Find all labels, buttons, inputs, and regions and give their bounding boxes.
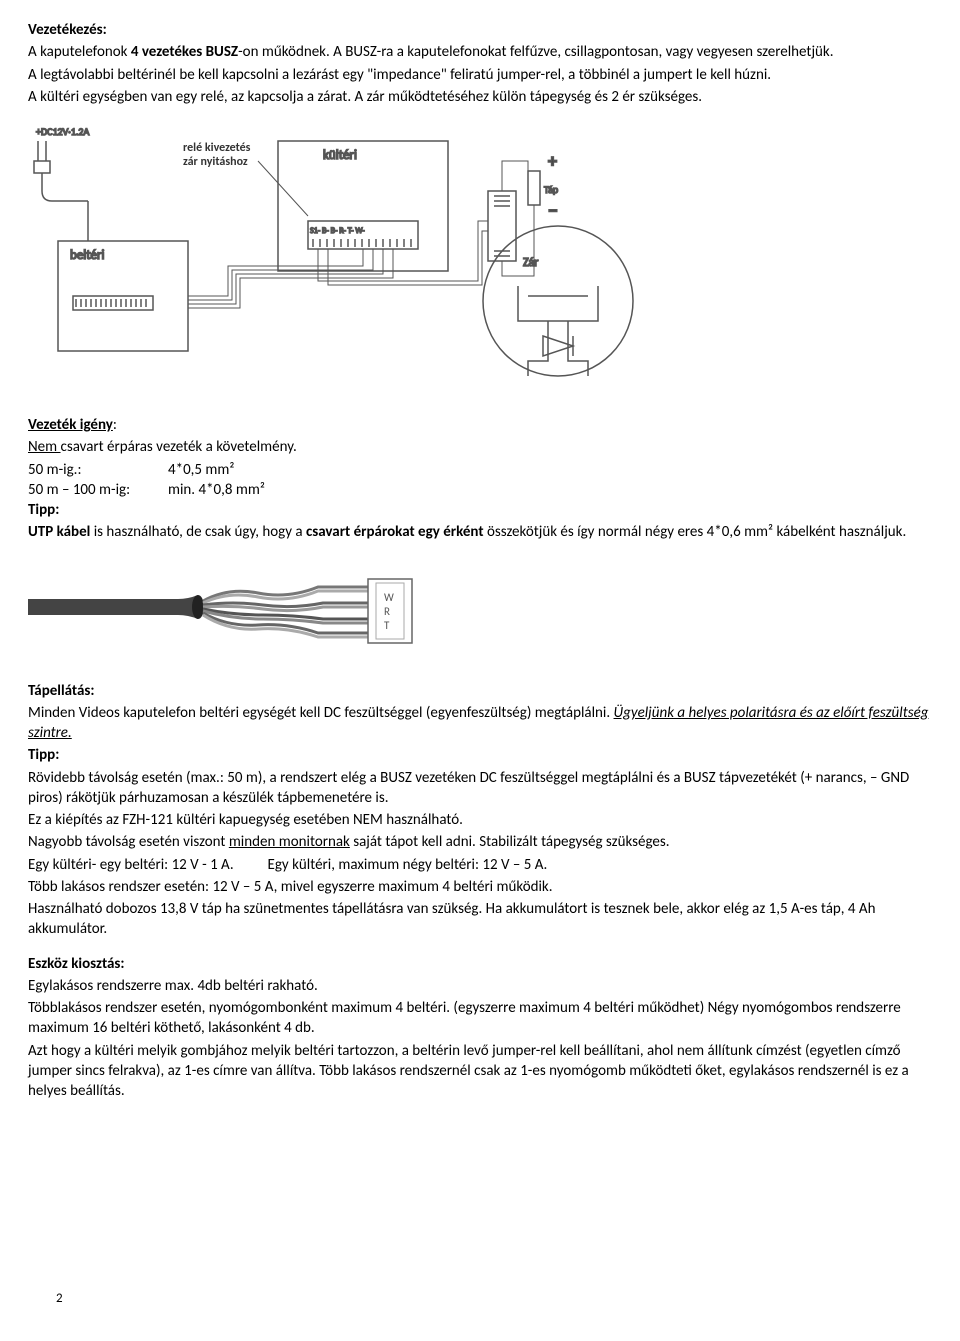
svg-text:−: − [548, 199, 558, 223]
text: összekötjük és így normál négy eres 4*0,… [484, 523, 907, 541]
svg-text:S1- B- B- R- T- W-: S1- B- B- R- T- W- [310, 226, 365, 236]
para: Azt hogy a kültéri melyik gombjához mely… [28, 1041, 932, 1102]
text: -on működnek. A BUSZ-ra a kaputelefonoka… [238, 43, 833, 61]
text: : [113, 416, 117, 434]
para: Egylakásos rendszerre max. 4db beltéri r… [28, 976, 932, 996]
label-indoor: beltéri [70, 248, 104, 263]
para: Nem csavart érpáras vezeték a követelmén… [28, 437, 932, 457]
section-power: Tápellátás: Minden Videos kaputelefon be… [28, 681, 932, 940]
row: 50 m-ig.: 4*0,5 mm² [28, 460, 932, 480]
label-relay: relé kivezetés [183, 141, 251, 155]
label-relay2: zár nyitáshoz [183, 155, 248, 169]
para: Minden Videos kaputelefon beltéri egység… [28, 703, 932, 744]
para: A kaputelefonok 4 vezetékes BUSZ-on műkö… [28, 42, 932, 62]
para: Használható dobozos 13,8 V táp ha szünet… [28, 899, 932, 940]
cell: 50 m – 100 m-ig: [28, 480, 168, 500]
label-outdoor: kültéri [323, 148, 357, 163]
para: Többlakásos rendszer esetén, nyomógombon… [28, 998, 932, 1039]
para: UTP kábel is használható, de csak úgy, h… [28, 522, 932, 542]
svg-text:+: + [548, 150, 557, 172]
heading-cable: Vezeték igény: [28, 415, 932, 435]
heading-power: Tápellátás: [28, 681, 932, 701]
section-device-alloc: Eszköz kiosztás: Egylakásos rendszerre m… [28, 954, 932, 1102]
para: Rövidebb távolság esetén (max.: 50 m), a… [28, 768, 932, 809]
row: 50 m – 100 m-ig: min. 4*0,8 mm² [28, 480, 932, 500]
text: Nem [28, 438, 61, 456]
page-number: 2 [56, 1290, 63, 1308]
para: Több lakásos rendszer esetén: 12 V – 5 A… [28, 877, 932, 897]
cable-diagram: W R T [28, 557, 932, 657]
cell: 4*0,5 mm² [168, 460, 234, 480]
conn-label: T [384, 619, 390, 632]
cell: min. 4*0,8 mm² [168, 480, 265, 500]
text: Nagyobb távolság esetén viszont [28, 833, 229, 851]
label-lock: Zár [523, 256, 539, 270]
text: is használható, de csak úgy, hogy a [90, 523, 306, 541]
cell: 50 m-ig.: [28, 460, 168, 480]
heading-wiring: Vezetékezés: [28, 20, 932, 40]
label-tap: Táp [544, 183, 558, 196]
para: A legtávolabbi beltérinél be kell kapcso… [28, 65, 932, 85]
para: A kültéri egységben van egy relé, az kap… [28, 87, 932, 107]
tipp-label: Tipp: [28, 745, 932, 765]
para: Nagyobb távolság esetén viszont minden m… [28, 832, 932, 852]
heading-device: Eszköz kiosztás: [28, 954, 932, 974]
text: csavart érpáras vezeték a követelmény. [61, 438, 297, 456]
para: Ez a kiépítés az FZH-121 kültéri kapuegy… [28, 810, 932, 830]
text: minden monitornak [229, 833, 350, 851]
label-plug: +DC12V·1.2A [36, 125, 89, 138]
text: saját tápot kell adni. Stabilizált tápeg… [350, 833, 670, 851]
tipp-label: Tipp: [28, 500, 932, 520]
text: A kaputelefonok [28, 43, 131, 61]
conn-label: R [384, 605, 390, 618]
para: Egy kültéri- egy beltéri: 12 V - 1 A. Eg… [28, 855, 932, 875]
wiring-diagram: +DC12V·1.2A beltéri kültéri S1- B- B- R-… [28, 121, 932, 391]
section-cable-req: Vezeték igény: Nem csavart érpáras vezet… [28, 415, 932, 543]
conn-label: W [384, 591, 394, 604]
text: Vezeték igény [28, 416, 113, 434]
text: UTP kábel [28, 523, 90, 541]
text: Minden Videos kaputelefon beltéri egység… [28, 704, 614, 722]
text: csavart érpárokat egy érként [306, 523, 484, 541]
text-bold: 4 vezetékes BUSZ [131, 43, 238, 61]
section-wiring: Vezetékezés: A kaputelefonok 4 vezetékes… [28, 20, 932, 107]
